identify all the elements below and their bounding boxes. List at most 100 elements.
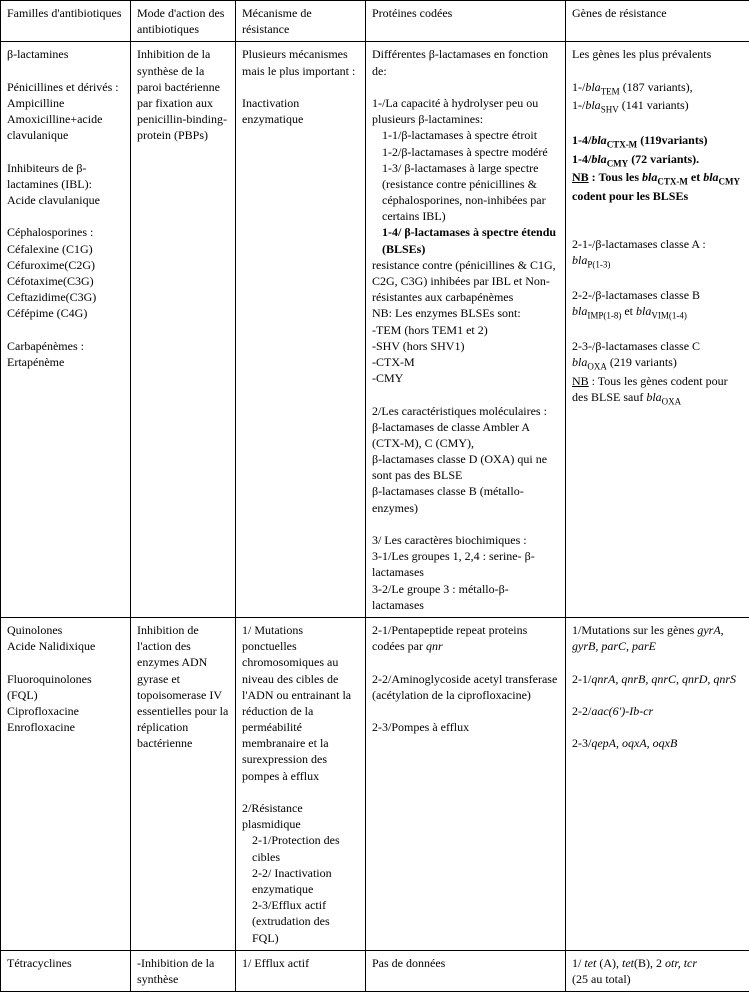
cell-r1c5: Les gènes les plus prévalents 1-/blaTEM … [566,42,749,618]
cell-r1c1: β-lactamines Pénicillines et dérivés : A… [1,42,131,618]
cell-r1c4: Différentes β-lactamases en fonction de:… [366,42,566,618]
cell-r2c1: Quinolones Acide Nalidixique Fluoroquino… [1,617,131,950]
text: bla [585,98,600,112]
header-genes: Gènes de résistance [566,1,749,42]
cell-r1c3: Plusieurs mécanismes mais le plus import… [236,42,366,618]
header-families: Familles d'antibiotiques [1,1,131,42]
text: OXA [587,362,607,372]
text: 2-3-/β-lactamases classe C [572,339,700,353]
text: (219 variants) [607,355,677,369]
text: -SHV (hors SHV1) [372,339,464,353]
row-beta-lactamines: β-lactamines Pénicillines et dérivés : A… [1,42,749,618]
text: β-lactamases de classe Ambler A (CTX-M),… [372,420,529,450]
text: Acide Nalidixique [7,639,95,653]
text: (A), [596,956,622,970]
text: Céfépime (C4G) [7,306,87,320]
text: bla [572,304,587,318]
text: 2-3/ [572,736,591,750]
text: (141 variants) [619,98,689,112]
text: bla [591,133,606,147]
text: Différentes β-lactamases en fonction de: [372,47,548,77]
text: bla [636,304,651,318]
text: NB: Les enzymes BLSEs sont: [372,306,521,320]
text: bla [572,253,587,267]
text: 1/ Mutations ponctuelles chromosomiques … [242,623,351,783]
text: 1-4/ [572,152,591,166]
text: β-lactamines [7,47,68,61]
cell-r2c2: Inhibition de l'action des enzymes ADN g… [131,617,236,950]
header-mode: Mode d'action des antibiotiques [131,1,236,42]
text: CMY [719,176,741,186]
text: Pénicillines et dérivés : [7,80,119,94]
text: Céfalexine (C1G) [7,242,93,256]
text: 2-3/Efflux actif (extrudation des FQL) [242,897,359,946]
text: Ertapénème [7,355,64,369]
text: -TEM (hors TEM1 et 2) [372,323,488,337]
text: (B), 2 [634,956,665,970]
text: 3-2/Le groupe 3 : métallo-β-lactamases [372,582,509,612]
text: β-lactamases classe D (OXA) qui ne sont … [372,452,547,482]
text: 2-1/ [572,672,591,686]
text: 1/ [572,956,584,970]
cell-r3c4: Pas de données [366,950,566,991]
text: 1-4/ [572,133,591,147]
text: Ampicilline [7,96,64,110]
text: tet [584,956,596,970]
cell-r3c5: 1/ tet (A), tet(B), 2 otr, tcr (25 au to… [566,950,749,991]
text: Pas de données [372,956,445,970]
text: (72 variants). [628,152,699,166]
text: resistance contre (pénicillines & C1G, C… [372,258,556,304]
text: otr, tcr [665,956,697,970]
text: 2-1/Pentapeptide repeat proteins codées … [372,623,527,653]
text: bla [703,170,718,184]
antibiotics-resistance-table: Familles d'antibiotiques Mode d'action d… [0,0,749,992]
text: 3/ Les caractères biochimiques : [372,533,527,547]
text: 1/Mutations sur les gènes [572,623,697,637]
text: 2-2-/β-lactamases classe B [572,288,700,302]
text: 3-1/Les groupes 1, 2,4 : serine- β-lacta… [372,549,535,579]
text: Inhibition de l'action des enzymes ADN g… [137,623,228,750]
text: CTX-M [657,176,688,186]
text: 1/ Efflux actif [242,956,309,970]
text: Plusieurs mécanismes mais le plus import… [242,47,355,77]
cell-r3c2: -Inhibition de la synthèse [131,950,236,991]
text: Quinolones [7,623,62,637]
text: CTX-M [607,139,638,149]
text: Tétracyclines [7,956,72,970]
text: qnrA, qnrB, qnrC, qnrD, qnrS [591,672,736,686]
row-tetracyclines: Tétracyclines -Inhibition de la synthèse… [1,950,749,991]
text: et [621,304,636,318]
text: et [688,170,703,184]
text: SHV [601,105,619,115]
text-bold: 1-4/ β-lactamases à spectre étendu (BLSE… [372,224,559,256]
text: IMP(1-8) [587,311,621,321]
text: Acide clavulanique [7,193,100,207]
text: 2/Les caractéristiques moléculaires : [372,404,547,418]
text: TEM [601,86,620,96]
header-row: Familles d'antibiotiques Mode d'action d… [1,1,749,42]
text: P(1-3) [587,260,610,270]
text: bla [585,80,600,94]
text: aac(6')-Ib-cr [591,704,653,718]
text: Enrofloxacine [7,720,75,734]
text: bla [572,355,587,369]
text: : Tous les [589,170,642,184]
text: Inactivation enzymatique [242,96,303,126]
text: Ciprofloxacine [7,704,79,718]
text: 2-2/Aminoglycoside acetyl transferase (a… [372,672,557,702]
cell-r3c1: Tétracyclines [1,950,131,991]
text: 2-3/Pompes à efflux [372,720,469,734]
text: bla [591,152,606,166]
text: -CMY [372,371,403,385]
text: Amoxicilline+acide clavulanique [7,112,102,142]
text: Ceftazidime(C3G) [7,290,96,304]
text: β-lactamases classe B (métallo-enzymes) [372,484,524,514]
text: (25 au total) [572,972,631,986]
text: 1-3/ β-lactamases à large spectre (resis… [372,160,559,225]
text: 1-/ [572,98,585,112]
text: -CTX-M [372,355,415,369]
cell-r3c3: 1/ Efflux actif [236,950,366,991]
text: bla [642,170,657,184]
text: (187 variants), [620,80,693,94]
text: 2-2/ [572,704,591,718]
